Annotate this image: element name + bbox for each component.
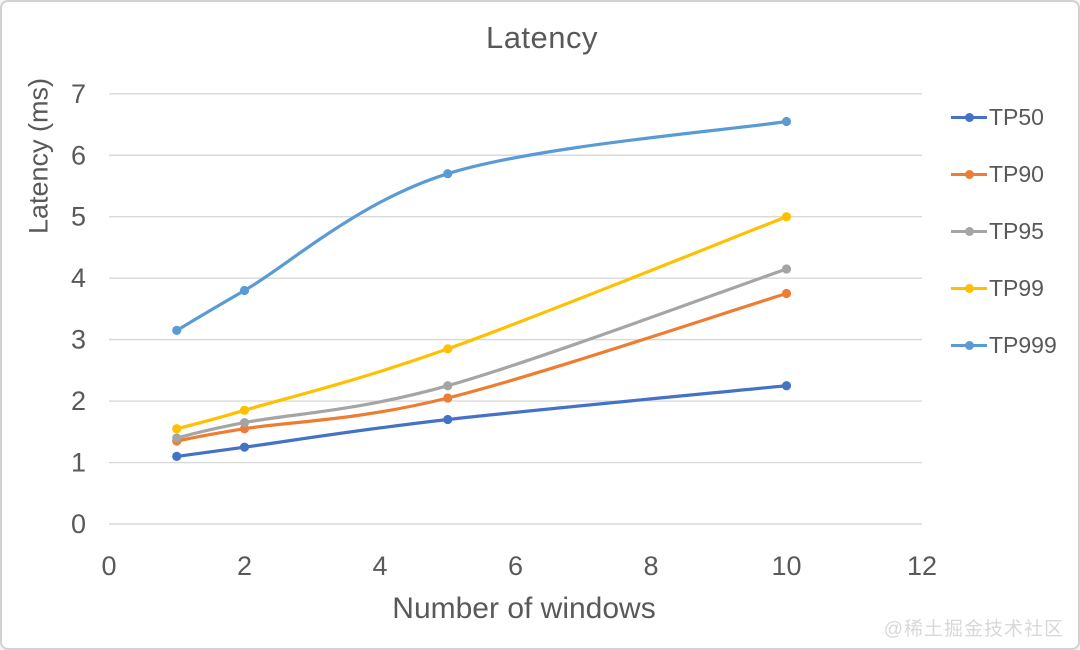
legend-item-tp999: TP999 — [951, 332, 1057, 359]
data-point-tp90 — [443, 393, 453, 403]
data-point-tp95 — [781, 264, 792, 274]
legend-marker-tp50 — [951, 112, 987, 123]
data-point-tp999 — [239, 285, 250, 296]
series-line-tp90 — [175, 291, 789, 443]
data-point-tp999 — [172, 325, 182, 336]
data-point-tp99 — [443, 344, 453, 354]
legend-marker-tp95 — [951, 226, 987, 237]
legend-label-tp999: TP999 — [989, 332, 1057, 358]
data-point-tp99 — [172, 424, 182, 434]
data-point-tp95 — [239, 417, 250, 428]
y-tick-label: 1 — [71, 448, 86, 478]
y-tick-label: 0 — [71, 509, 86, 539]
legend-item-tp90: TP90 — [951, 161, 1057, 188]
data-point-tp50 — [172, 451, 182, 461]
y-tick-label: 7 — [71, 79, 86, 109]
legend-label-tp95: TP95 — [989, 218, 1044, 244]
watermark: @稀土掘金技术社区 — [883, 619, 1064, 640]
x-tick-label: 4 — [372, 551, 387, 581]
legend-item-tp95: TP95 — [951, 218, 1057, 245]
legend-marker-tp999 — [951, 340, 987, 351]
legend-label-tp50: TP50 — [989, 104, 1044, 130]
data-point-tp90 — [781, 288, 792, 299]
x-tick-label: 2 — [237, 551, 252, 581]
legend-label-tp99: TP99 — [989, 275, 1044, 301]
x-tick-label: 10 — [771, 551, 801, 581]
data-point-tp999 — [781, 116, 792, 127]
chart-title: Latency — [485, 20, 599, 55]
series-line-tp99 — [175, 215, 789, 431]
x-axis-title: Number of windows — [392, 592, 656, 625]
y-axis-title: Latency (ms) — [23, 77, 54, 235]
y-tick-label: 4 — [71, 263, 86, 293]
data-point-tp50 — [239, 442, 250, 452]
series-line-tp50 — [175, 384, 789, 458]
x-tick-label: 12 — [907, 551, 937, 581]
x-tick-label: 0 — [101, 551, 116, 581]
data-point-tp50 — [781, 381, 792, 391]
legend-marker-tp90 — [951, 169, 987, 180]
data-point-tp50 — [443, 414, 453, 425]
y-tick-label: 5 — [71, 202, 86, 232]
y-tick-label: 2 — [71, 386, 86, 416]
legend: TP50 TP90 TP95 TP99 TP999 — [951, 104, 1057, 359]
data-point-tp99 — [239, 405, 250, 415]
legend-item-tp50: TP50 — [951, 104, 1057, 131]
data-point-tp95 — [443, 381, 453, 391]
x-tick-label: 8 — [643, 551, 658, 581]
series-line-tp95 — [175, 267, 789, 440]
data-point-tp95 — [172, 433, 182, 443]
legend-marker-tp99 — [951, 283, 987, 294]
series-line-tp999 — [175, 119, 789, 332]
y-tick-label: 3 — [71, 325, 86, 355]
x-tick-label: 6 — [508, 551, 523, 581]
legend-label-tp90: TP90 — [989, 161, 1044, 187]
legend-item-tp99: TP99 — [951, 275, 1057, 302]
data-point-tp99 — [781, 212, 792, 222]
data-point-tp999 — [443, 169, 453, 179]
y-tick-label: 6 — [71, 140, 86, 170]
